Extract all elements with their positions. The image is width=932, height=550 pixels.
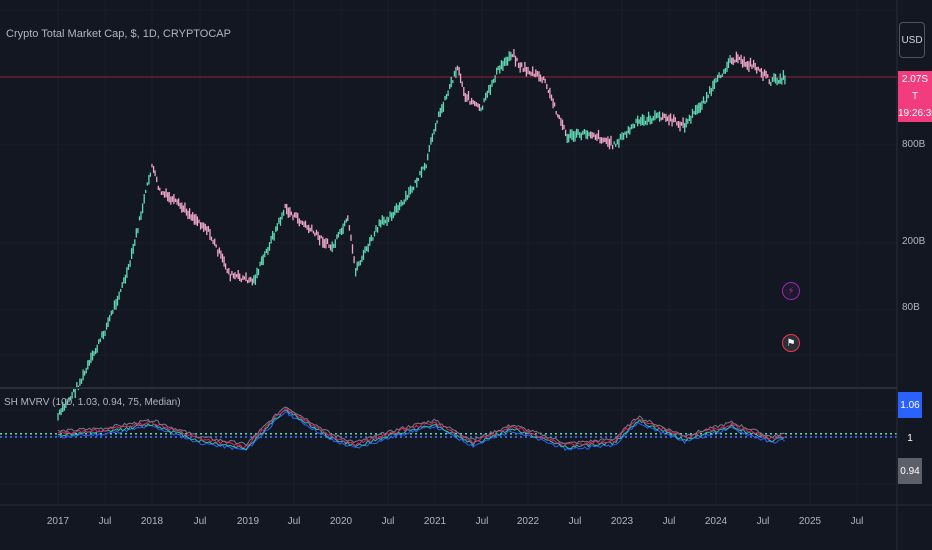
indicator-legend[interactable]: SH MVRV (100, 1.03, 0.94, 75, Median) [4,397,181,408]
time-tick: 2024 [704,516,728,527]
indicator-upper-label: 1.06 [898,392,922,418]
time-tick: Jul [98,516,112,527]
time-tick: 2018 [140,516,164,527]
time-tick: 2022 [516,516,540,527]
time-tick: Jul [568,516,582,527]
current-price-value: 2.07S T [901,74,929,102]
time-tick: 2019 [236,516,260,527]
countdown-timer: 19:26:30 [898,108,932,119]
lightning-icon[interactable]: ⚡ [782,282,800,300]
mvrv-band-line [57,409,785,451]
price-tick: 800B [902,139,926,150]
mvrv-band-line [57,410,785,451]
time-tick: Jul [381,516,395,527]
price-tick: 200B [902,236,926,247]
us-flag-icon[interactable]: ⚑ [782,334,800,352]
indicator-lower-label: 0.94 [898,458,922,484]
grid [0,0,897,505]
time-tick: 2020 [329,516,353,527]
time-tick: 2017 [46,516,70,527]
time-tick: Jul [756,516,770,527]
indicator-mid-label: 1 [907,432,913,444]
time-tick: 2025 [798,516,822,527]
price-tick: 80B [902,302,920,313]
time-tick: Jul [287,516,301,527]
market-cap-series [57,49,786,421]
time-tick: Jul [193,516,207,527]
current-price-label: 2.07S T 19:26:30 [898,71,932,122]
time-tick: 2021 [423,516,447,527]
mvrv-series [0,406,897,451]
currency-button[interactable]: USD [899,22,925,58]
time-tick: 2023 [610,516,634,527]
time-tick: Jul [475,516,489,527]
chart-legend[interactable]: Crypto Total Market Cap, $, 1D, CRYPTOCA… [6,28,231,40]
time-tick: Jul [850,516,864,527]
time-tick: Jul [662,516,676,527]
mvrv-band-line [57,406,785,447]
